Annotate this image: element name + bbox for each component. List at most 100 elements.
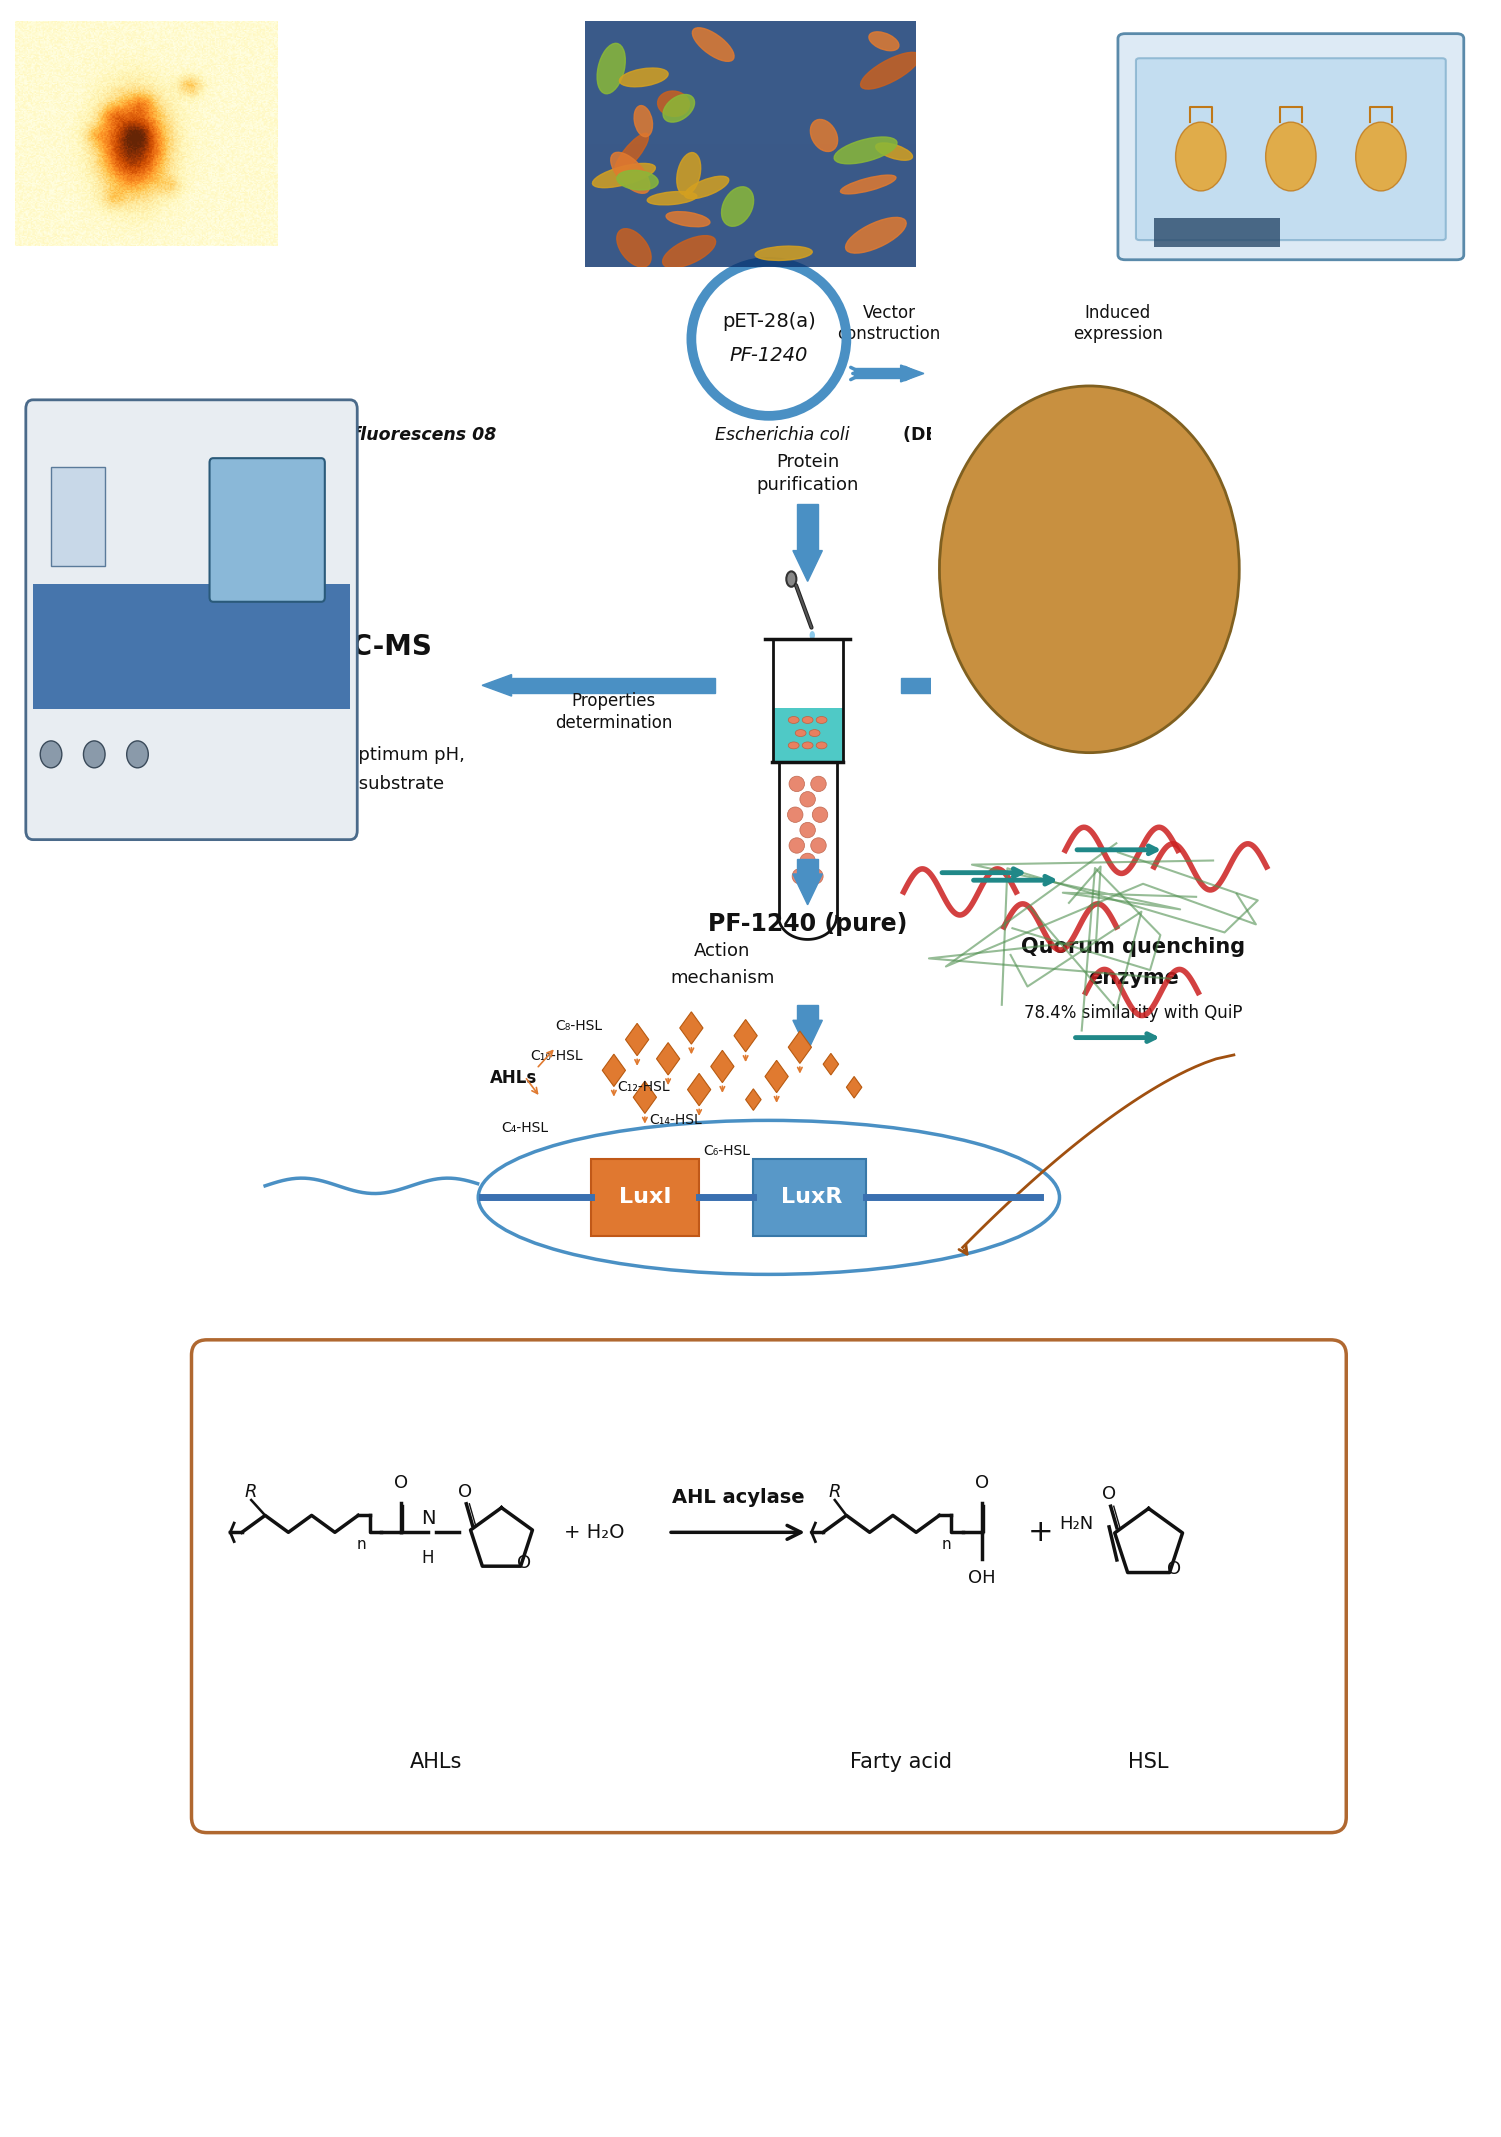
Text: N: N [420, 1509, 435, 1528]
Text: Determine the optimum pH,: Determine the optimum pH, [210, 746, 465, 763]
Text: LuxI: LuxI [618, 1188, 671, 1207]
Text: Pseudomonas fluorescens 08: Pseudomonas fluorescens 08 [210, 425, 497, 444]
Text: + H₂O: + H₂O [563, 1524, 624, 1541]
Ellipse shape [684, 175, 729, 199]
Polygon shape [793, 1019, 823, 1051]
Text: OH: OH [968, 1569, 995, 1588]
Text: of PF-1240: of PF-1240 [210, 804, 308, 823]
Circle shape [800, 853, 815, 868]
Polygon shape [512, 677, 714, 692]
Polygon shape [797, 504, 818, 551]
Text: Quorum quenching: Quorum quenching [1021, 938, 1246, 957]
Circle shape [812, 808, 827, 823]
Polygon shape [680, 1011, 702, 1045]
Polygon shape [602, 1054, 626, 1086]
Text: C₆-HSL: C₆-HSL [702, 1143, 750, 1158]
Ellipse shape [940, 387, 1240, 752]
Text: Siderophore: Siderophore [1154, 613, 1267, 633]
Text: 78.4% similarity with QuiP: 78.4% similarity with QuiP [1024, 1004, 1243, 1021]
Text: AHL acylase: AHL acylase [671, 1487, 805, 1507]
Ellipse shape [835, 137, 898, 165]
Ellipse shape [809, 630, 815, 639]
Bar [51, 468, 105, 566]
Ellipse shape [663, 94, 695, 122]
Polygon shape [797, 1004, 818, 1019]
Circle shape [790, 838, 805, 853]
Text: temprature and substrate: temprature and substrate [210, 776, 444, 793]
Text: +: + [1027, 1517, 1052, 1547]
FancyBboxPatch shape [754, 1158, 866, 1235]
Ellipse shape [657, 92, 689, 115]
FancyBboxPatch shape [1136, 58, 1445, 239]
FancyBboxPatch shape [192, 1340, 1346, 1834]
Ellipse shape [787, 571, 797, 588]
Text: O: O [1168, 1560, 1181, 1577]
Ellipse shape [817, 716, 827, 724]
Ellipse shape [1175, 122, 1226, 190]
Ellipse shape [860, 51, 920, 90]
Polygon shape [901, 365, 925, 383]
Polygon shape [734, 1019, 757, 1051]
Ellipse shape [666, 212, 710, 227]
Polygon shape [847, 1077, 862, 1098]
Ellipse shape [617, 229, 651, 267]
Circle shape [41, 742, 62, 767]
Ellipse shape [802, 716, 814, 724]
Ellipse shape [677, 152, 701, 194]
Ellipse shape [817, 742, 827, 748]
Circle shape [811, 838, 826, 853]
Text: Protein
purification: Protein purification [757, 453, 859, 494]
Text: C₁₂-HSL: C₁₂-HSL [618, 1081, 671, 1094]
Ellipse shape [809, 729, 820, 737]
Ellipse shape [620, 68, 668, 88]
Polygon shape [711, 1049, 734, 1083]
Circle shape [793, 868, 808, 885]
Polygon shape [1133, 365, 1156, 383]
Ellipse shape [1265, 122, 1316, 190]
Ellipse shape [633, 105, 653, 137]
Text: C₈-HSL: C₈-HSL [555, 1019, 602, 1032]
Polygon shape [687, 1073, 711, 1105]
Polygon shape [1079, 368, 1133, 378]
Text: Hafnia alvei: Hafnia alvei [937, 656, 1067, 675]
Text: n: n [357, 1537, 366, 1551]
Circle shape [84, 742, 105, 767]
Text: AHLs: AHLs [410, 1752, 462, 1772]
Text: H₂N: H₂N [1060, 1515, 1094, 1534]
Ellipse shape [802, 742, 814, 748]
Text: Action: Action [693, 942, 750, 960]
Ellipse shape [755, 246, 812, 261]
Text: Extracellular polymers: Extracellular polymers [1036, 545, 1246, 564]
Polygon shape [656, 1043, 680, 1075]
Ellipse shape [869, 32, 899, 51]
Polygon shape [773, 709, 842, 763]
Text: 0.4mM IPTG, 16°C, 14h: 0.4mM IPTG, 16°C, 14h [1060, 442, 1253, 459]
Text: Biofilm: Biofilm [1163, 579, 1228, 598]
Ellipse shape [722, 186, 754, 227]
Text: mechanism: mechanism [669, 968, 775, 987]
Polygon shape [823, 1054, 839, 1075]
Ellipse shape [788, 742, 799, 748]
FancyBboxPatch shape [590, 1158, 699, 1235]
Text: R: R [245, 1483, 258, 1502]
Text: PF-1240 (pure): PF-1240 (pure) [708, 912, 907, 936]
Text: O: O [518, 1554, 531, 1571]
Polygon shape [854, 368, 901, 378]
Text: enzyme: enzyme [1088, 968, 1178, 987]
Polygon shape [797, 859, 818, 874]
Text: HSL: HSL [1129, 1752, 1169, 1772]
Bar [1154, 218, 1280, 248]
FancyBboxPatch shape [26, 400, 357, 840]
Polygon shape [746, 1090, 761, 1111]
Ellipse shape [841, 175, 896, 194]
Ellipse shape [1355, 122, 1406, 190]
Circle shape [808, 868, 823, 885]
Text: C₁₄-HSL: C₁₄-HSL [648, 1113, 701, 1128]
Circle shape [800, 823, 815, 838]
Circle shape [788, 808, 803, 823]
Ellipse shape [788, 716, 799, 724]
Polygon shape [626, 1024, 648, 1056]
Text: O: O [458, 1483, 471, 1500]
Ellipse shape [811, 120, 838, 152]
Text: O: O [976, 1475, 989, 1492]
